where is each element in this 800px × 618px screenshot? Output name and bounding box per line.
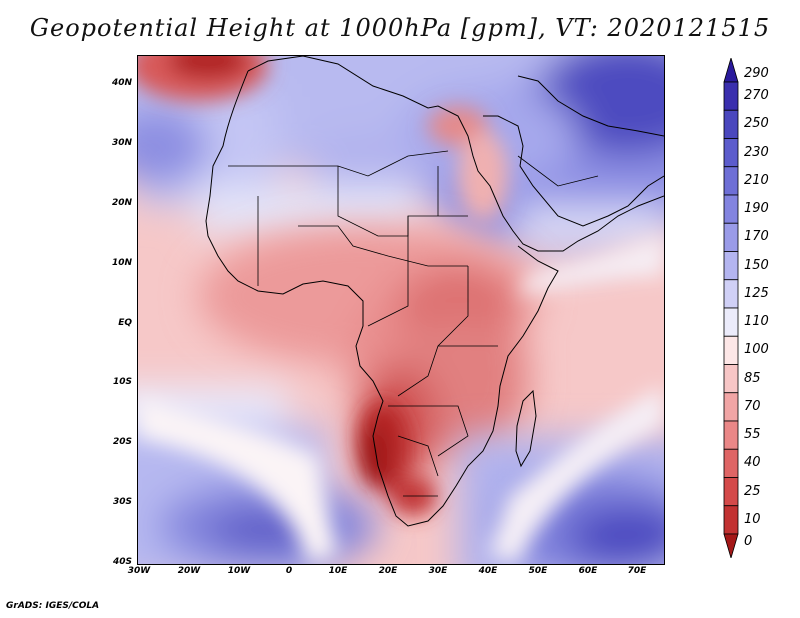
field-atlantic-low bbox=[138, 56, 508, 221]
colorbar-swatch-55 bbox=[723, 420, 739, 450]
colorbar-label-110: 110 bbox=[744, 314, 769, 330]
lon-tick-40e: 40E bbox=[478, 566, 498, 576]
madagascar-coast bbox=[515, 389, 537, 468]
colorbar-label-85: 85 bbox=[744, 370, 761, 386]
colorbar-label-170: 170 bbox=[744, 229, 769, 245]
colorbar-label-270: 270 bbox=[744, 88, 769, 104]
colorbar-swatch-0 bbox=[723, 533, 739, 558]
colorbar-swatch-270 bbox=[723, 81, 739, 111]
colorbar-label-210: 210 bbox=[744, 172, 769, 188]
colorbar-label-290: 290 bbox=[744, 66, 769, 81]
colorbar-swatch-210 bbox=[723, 166, 739, 196]
lon-tick-50e: 50E bbox=[528, 566, 548, 576]
colorbar-label-10: 10 bbox=[744, 511, 761, 527]
lat-tick-10s: 10S bbox=[112, 377, 132, 387]
colorbar-swatch-70 bbox=[723, 392, 739, 422]
colorbar-label-25: 25 bbox=[744, 483, 761, 499]
colorbar-label-55: 55 bbox=[744, 427, 761, 443]
map-panel bbox=[137, 55, 665, 565]
lat-tick-10n: 10N bbox=[111, 258, 132, 268]
lat-tick-eq: EQ bbox=[118, 318, 132, 328]
lat-tick-40n: 40N bbox=[111, 78, 132, 88]
colorbar-label-0: 0 bbox=[744, 534, 753, 549]
arabia-coast-line bbox=[483, 115, 664, 227]
colorbar-label-125: 125 bbox=[744, 285, 769, 301]
colorbar-swatch-125 bbox=[723, 279, 739, 309]
lon-tick-20w: 20W bbox=[177, 566, 201, 576]
map-canvas bbox=[138, 56, 664, 564]
colorbar-swatch-170 bbox=[723, 222, 739, 252]
lat-tick-30s: 30S bbox=[112, 497, 132, 507]
lon-tick-30w: 30W bbox=[127, 566, 151, 576]
colorbar-swatch-110 bbox=[723, 307, 739, 337]
colorbar-label-250: 250 bbox=[744, 116, 769, 132]
colorbar-swatch-290 bbox=[723, 58, 739, 83]
colorbar-swatch-150 bbox=[723, 251, 739, 281]
colorbar-swatch-250 bbox=[723, 109, 739, 139]
colorbar-swatch-230 bbox=[723, 138, 739, 168]
north-africa-coast-line bbox=[247, 56, 664, 252]
colorbar-swatch-100 bbox=[723, 335, 739, 365]
asia-coast-line bbox=[517, 75, 664, 137]
colorbar-label-150: 150 bbox=[744, 257, 769, 273]
colorbar-label-70: 70 bbox=[744, 398, 761, 414]
lon-tick-30e: 30E bbox=[428, 566, 448, 576]
africa-coast-line bbox=[205, 70, 559, 527]
colorbar bbox=[723, 58, 739, 558]
colorbar-swatch-85 bbox=[723, 364, 739, 394]
country-borders bbox=[228, 150, 599, 497]
lon-tick-0: 0 bbox=[285, 566, 293, 576]
colorbar-swatch-40 bbox=[723, 448, 739, 478]
colorbar-swatch-190 bbox=[723, 194, 739, 224]
lat-tick-20n: 20N bbox=[111, 198, 132, 208]
lat-tick-40s: 40S bbox=[112, 557, 132, 567]
colorbar-swatch-25 bbox=[723, 477, 739, 507]
colorbar-label-40: 40 bbox=[744, 455, 761, 471]
lon-tick-10w: 10W bbox=[227, 566, 251, 576]
colorbar-label-190: 190 bbox=[744, 201, 769, 217]
colorbar-label-230: 230 bbox=[744, 144, 769, 160]
coastlines bbox=[205, 56, 664, 527]
lon-tick-70e: 70E bbox=[627, 566, 647, 576]
chart-title: Geopotential Height at 1000hPa [gpm], VT… bbox=[29, 14, 771, 42]
lon-tick-10e: 10E bbox=[328, 566, 348, 576]
lon-tick-60e: 60E bbox=[578, 566, 598, 576]
colorbar-label-100: 100 bbox=[744, 342, 769, 358]
lat-tick-30n: 30N bbox=[111, 138, 132, 148]
lat-tick-20s: 20S bbox=[112, 437, 132, 447]
field-neutral-bands bbox=[138, 236, 664, 564]
grads-credit: GrADS: IGES/COLA bbox=[6, 601, 100, 611]
colorbar-swatch-10 bbox=[723, 505, 739, 535]
lon-tick-20e: 20E bbox=[378, 566, 398, 576]
